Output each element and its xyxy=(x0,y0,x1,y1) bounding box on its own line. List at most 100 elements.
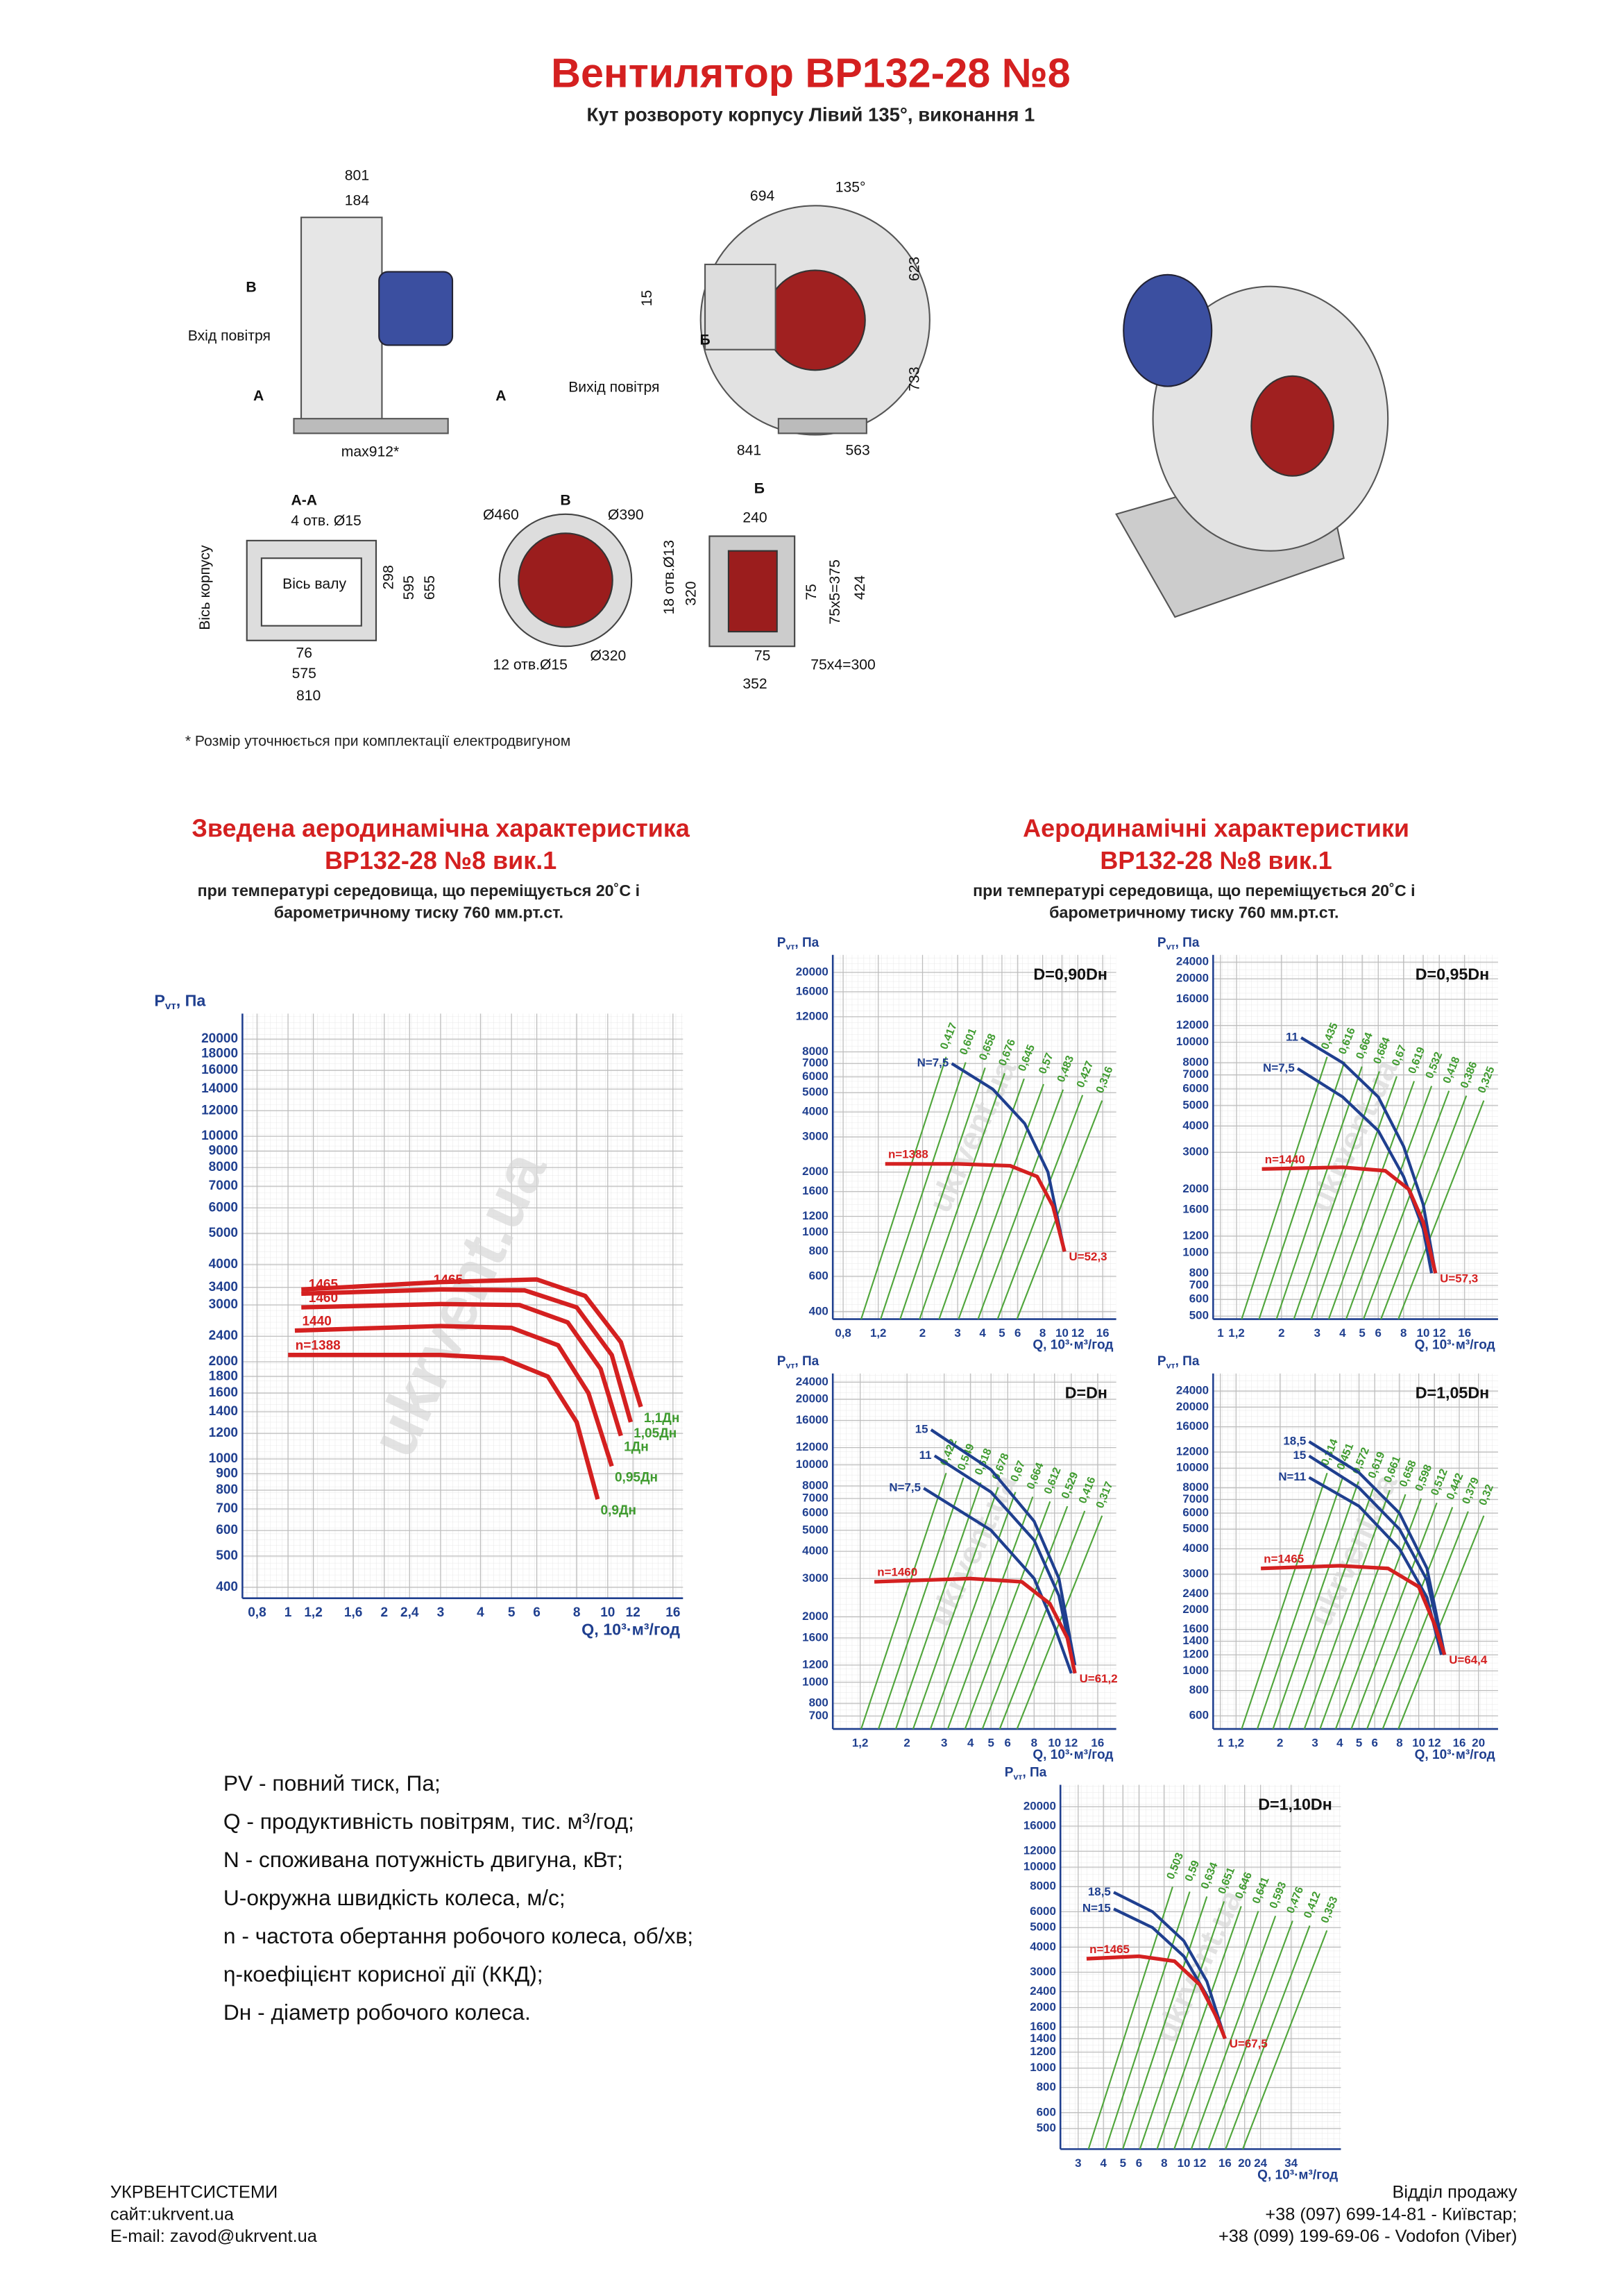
x-tick-label: 5 xyxy=(1120,2156,1126,2170)
y-tick-label: 3000 xyxy=(209,1297,238,1312)
base xyxy=(777,418,867,434)
y-tick-label: 16000 xyxy=(1176,992,1209,1005)
efficiency-line xyxy=(1156,1906,1242,2150)
dimension-label: 841 xyxy=(737,442,761,458)
y-tick-label: 2000 xyxy=(1030,2000,1056,2014)
dimension-label: 801 xyxy=(345,168,369,184)
y-tick-label: 16000 xyxy=(796,984,829,997)
y-axis-label: Pvт, Па xyxy=(1157,936,1200,952)
efficiency-line xyxy=(1207,1921,1293,2150)
power-label: 15 xyxy=(915,1422,928,1435)
x-tick-label: 12 xyxy=(1071,1326,1085,1340)
x-tick-label: 5 xyxy=(999,1326,1005,1340)
x-tick-label: 5 xyxy=(1359,1326,1365,1340)
y-tick-label: 1200 xyxy=(1030,2045,1056,2058)
efficiency-line xyxy=(1190,1916,1277,2150)
legend-line: η-коефіцієнт корисної дії (ККД); xyxy=(223,1961,543,1986)
chart-title: D=0,90Dн xyxy=(1033,965,1107,983)
efficiency-line xyxy=(1382,1511,1469,1730)
y-tick-label: 1000 xyxy=(1182,1245,1209,1258)
chart-title: D=Dн xyxy=(1065,1384,1107,1402)
pressure-curve xyxy=(288,1353,600,1500)
x-tick-label: 2 xyxy=(380,1605,388,1620)
efficiency-line xyxy=(1327,1081,1416,1319)
x-tick-label: 3 xyxy=(437,1605,445,1620)
y-tick-label: 1000 xyxy=(209,1451,238,1466)
y-tick-label: 16000 xyxy=(201,1063,238,1077)
y-tick-label: 4000 xyxy=(802,1105,829,1118)
u-label: U=52,3 xyxy=(1069,1250,1107,1263)
legend-line: PV - повний тиск, Па; xyxy=(223,1771,441,1796)
y-tick-label: 12000 xyxy=(1023,1844,1056,1857)
y-axis-label: Pvт, Па xyxy=(777,1354,819,1371)
y-label-unit: , Па xyxy=(794,936,819,950)
y-tick-label: 24000 xyxy=(1176,955,1209,968)
y-tick-label: 12000 xyxy=(1176,1445,1209,1458)
power-label: N=7,5 xyxy=(889,1481,921,1494)
efficiency-line xyxy=(946,1496,1034,1730)
u-label: U=57,3 xyxy=(1440,1272,1478,1285)
y-tick-label: 20000 xyxy=(796,965,829,979)
y-tick-label: 10000 xyxy=(1176,1461,1209,1474)
dimension-label: 298 xyxy=(381,565,397,589)
y-tick-label: 10000 xyxy=(1176,1035,1209,1048)
dimension-label: 75x5=375 xyxy=(827,559,843,625)
pressure-curve xyxy=(1086,1954,1227,2040)
efficiency-line xyxy=(1350,1502,1438,1730)
speed-label: n=1440 xyxy=(1265,1153,1305,1166)
y-tick-label: 1000 xyxy=(1182,1664,1209,1677)
x-tick-label: 34 xyxy=(1284,2156,1298,2170)
efficiency-line xyxy=(1256,1477,1344,1730)
efficiency-line xyxy=(1173,1911,1259,2150)
y-tick-label: 5000 xyxy=(1182,1522,1209,1535)
y-tick-label: 4000 xyxy=(1182,1119,1209,1132)
dimension-label: 655 xyxy=(422,575,438,600)
y-label-main: P xyxy=(777,936,786,950)
x-tick-label: 10 xyxy=(600,1605,615,1620)
y-tick-label: 2000 xyxy=(209,1354,238,1369)
efficiency-line xyxy=(1275,1066,1363,1319)
dimension-label: 575 xyxy=(292,666,316,682)
y-tick-label: 14000 xyxy=(201,1081,238,1096)
dimension-label: А xyxy=(495,388,506,404)
efficiency-line xyxy=(1397,1100,1485,1319)
dimension-label: max912* xyxy=(341,444,400,459)
x-tick-label: 1 xyxy=(284,1605,292,1620)
x-tick-label: 4 xyxy=(477,1605,484,1620)
footer-left: E-mail: zavod@ukrvent.ua xyxy=(110,2227,318,2246)
efficiency-line xyxy=(899,1067,986,1319)
power-label: N=15 xyxy=(1082,1902,1111,1915)
y-tick-label: 1600 xyxy=(1182,1202,1209,1215)
x-tick-label: 16 xyxy=(665,1605,680,1620)
section-subtitle: при температурі середовища, що переміщує… xyxy=(198,881,640,900)
y-tick-label: 1200 xyxy=(209,1426,238,1440)
speed-label: 1440 xyxy=(302,1314,331,1328)
pressure-curve xyxy=(301,1287,634,1423)
y-tick-label: 9000 xyxy=(209,1143,238,1158)
y-label-sub: vт xyxy=(1166,942,1175,952)
y-tick-label: 3000 xyxy=(802,1571,829,1585)
y-label-unit: , Па xyxy=(176,992,207,1010)
flange-b-inner xyxy=(727,550,778,633)
efficiency-line xyxy=(1345,1086,1433,1319)
x-tick-label: 12 xyxy=(1193,2156,1207,2170)
y-tick-label: 600 xyxy=(1189,1709,1209,1722)
dimension-label: В xyxy=(246,279,256,295)
x-tick-label: 6 xyxy=(1005,1737,1011,1750)
y-tick-label: 400 xyxy=(216,1580,238,1594)
y-label-sub: vт xyxy=(785,1361,794,1371)
y-tick-label: 1400 xyxy=(209,1404,238,1419)
dimension-label: 694 xyxy=(750,188,775,204)
y-tick-label: 6000 xyxy=(1182,1506,1209,1519)
dimension-label: Ø320 xyxy=(590,648,626,664)
power-label: 18,5 xyxy=(1283,1435,1306,1448)
x-tick-label: 0,8 xyxy=(248,1605,266,1620)
legend-line: U-окружна швидкість колеса, м/с; xyxy=(223,1885,566,1910)
x-tick-label: 20 xyxy=(1472,1737,1485,1750)
y-label-unit: , Па xyxy=(794,1354,819,1369)
y-tick-label: 6000 xyxy=(802,1070,829,1083)
x-tick-label: 5 xyxy=(508,1605,516,1620)
speed-label: n=1465 xyxy=(1264,1553,1304,1566)
x-tick-label: 12 xyxy=(1433,1326,1446,1340)
x-tick-label: 0,8 xyxy=(835,1326,851,1340)
